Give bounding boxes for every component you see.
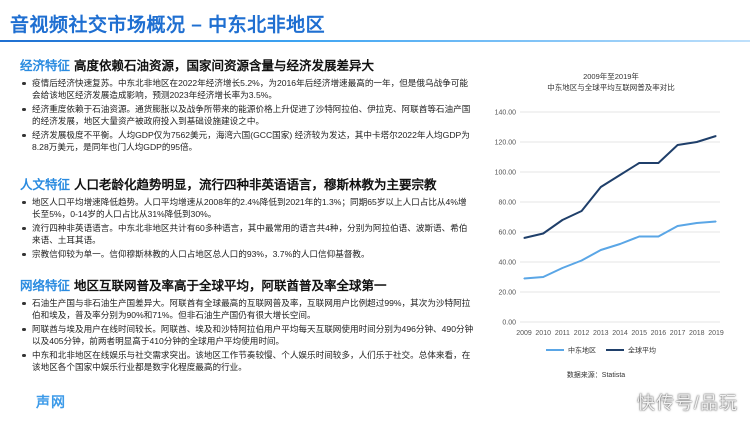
chart: 2009年至2019年 中东地区与全球平均互联网普及率对比 0.00 20.00 4… [486,60,736,390]
x-tick-label: 2015 [631,330,647,337]
data-point [581,259,583,262]
bullet-item: 疫情后经济快速复苏。中东北非地区在2022年经济增长5.2%，为2016年后经济… [20,77,475,102]
x-tick-label: 2018 [689,330,705,337]
section-headline: 人口老龄化趋势明显，流行四种非英语语言，穆斯林教为主要宗教 [74,178,437,192]
data-point [677,144,679,146]
x-tick-label: 2017 [670,330,686,337]
data-point [677,225,679,227]
y-tick-label: 140.00 [495,110,517,117]
data-point [523,277,525,280]
x-tick-label: 2013 [593,330,609,337]
section-heading: 人文特征 人口老龄化趋势明显，流行四种非英语语言，穆斯林教为主要宗教 [20,177,475,193]
section-network: 网络特征 地区互联网普及率高于全球平均，阿联酋普及率全球第一 石油生产国与非石油生… [20,278,475,375]
x-tick-label: 2009 [516,330,532,337]
chart-grid [520,111,720,323]
data-point [561,219,563,221]
bullet-item: 经济发展极度不平衡。人均GDP仅为7562美元，海湾六国(GCC国家) 经济较为… [20,129,475,154]
x-tick-label: 2011 [555,330,570,337]
bullet-list: 地区人口平均增速降低趋势。人口平均增速从2008年的2.4%降低到2021年的1… [20,196,475,260]
bullet-item: 地区人口平均增速降低趋势。人口平均增速从2008年的2.4%降低到2021年的1… [20,196,475,221]
section-headline: 地区互联网普及率高于全球平均，阿联酋普及率全球第一 [74,279,387,293]
x-tick-label: 2016 [651,330,667,337]
bullet-list: 石油生产国与非石油生产国差异大。阿联酋有全球最高的互联网普及率，互联网用户比例超… [20,297,475,374]
bullet-item: 流行四种非英语语言。中东北非地区共计有60多种语言，其中最常用的语言共4种，分别… [20,222,475,247]
y-tick-label: 20.00 [498,290,516,297]
x-tick-label: 2010 [535,330,551,337]
bullet-item: 经济重度依赖于石油资源。通货膨胀以及战争所带来的能源价格上升促进了沙特阿拉伯、伊… [20,103,475,128]
brand-logo: 声网 [36,394,66,410]
data-point [561,267,563,269]
bullet-item: 石油生产国与非石油生产国差异大。阿联酋有全球最高的互联网普及率，互联网用户比例超… [20,297,475,322]
bullet-item: 中东和北非地区在线娱乐与社交需求突出。该地区工作节奏较慢、个人娱乐时间较多，人们… [20,349,475,374]
y-tick-label: 100.00 [495,170,517,177]
y-tick-label: 80.00 [498,200,516,207]
chart-subtitle: 中东地区与全球平均互联网普及率对比 [547,82,675,92]
data-point [542,276,544,278]
section-culture: 人文特征 人口老龄化趋势明显，流行四种非英语语言，穆斯林教为主要宗教 地区人口平均… [20,177,475,262]
bullet-item: 阿联酋与埃及用户在线时间较长。阿联酋、埃及和沙特阿拉伯用户平均每天互联网使用时间… [20,323,475,348]
data-point [657,162,659,164]
bullet-item: 宗教信仰较为单一。信仰穆斯林教的人口占地区总人口的93%，3.7%的人口信仰基督… [20,248,475,260]
data-point [581,210,583,212]
data-point [657,235,659,238]
section-tag: 经济特征 [20,59,71,73]
data-point [696,141,698,143]
data-point [619,174,621,176]
y-axis-ticks: 0.00 20.00 40.00 60.00 80.00 100.00 120.00 140.… [495,110,517,327]
section-tag: 网络特征 [20,279,71,293]
section-heading: 经济特征 高度依赖石油资源，国家间资源含量与经济发展差异大 [20,58,475,74]
y-tick-label: 120.00 [495,140,517,147]
section-heading: 网络特征 地区互联网普及率高于全球平均，阿联酋普及率全球第一 [20,278,475,294]
series-line-1 [523,135,717,239]
x-axis-ticks: 2009 2010 2011 2012 2013 2014 2015 2016 2017 2018… [516,330,724,337]
data-point [638,235,640,238]
data-point [715,135,717,137]
section-headline: 高度依赖石油资源，国家间资源含量与经济发展差异大 [74,59,375,73]
section-economy: 经济特征 高度依赖石油资源，国家间资源含量与经济发展差异大 疫情后经济快速复苏。中… [20,58,475,155]
y-tick-label: 60.00 [498,230,516,237]
line-chart: 2009年至2019年 中东地区与全球平均互联网普及率对比 0.00 20.00 4… [495,71,724,379]
data-point [638,162,640,164]
legend-label: 中东地区 [568,346,596,355]
x-tick-label: 2014 [612,330,628,337]
y-tick-label: 40.00 [498,260,516,267]
x-tick-label: 2019 [708,330,724,337]
chart-series [523,135,717,280]
data-point [715,220,717,223]
legend-label: 全球平均 [628,346,656,355]
bullet-list: 疫情后经济快速复苏。中东北非地区在2022年经济增长5.2%，为2016年后经济… [20,77,475,154]
page-title: 音视频社交市场概况 – 中东北非地区 [10,15,326,36]
data-point [542,232,544,235]
y-tick-label: 0.00 [502,320,516,327]
watermark: 快传号/品玩 [636,393,738,413]
data-point [523,237,525,239]
chart-title: 2009年至2019年 [583,71,639,81]
x-tick-label: 2012 [574,330,590,337]
data-point [600,186,602,188]
data-point [600,249,602,251]
section-tag: 人文特征 [20,178,71,192]
data-point [619,243,621,245]
chart-legend: 中东地区 全球平均 [546,346,656,355]
chart-source: 数据来源：Statista [567,370,625,379]
title-divider [0,40,750,42]
data-point [696,222,698,224]
series-line-0 [523,220,717,280]
